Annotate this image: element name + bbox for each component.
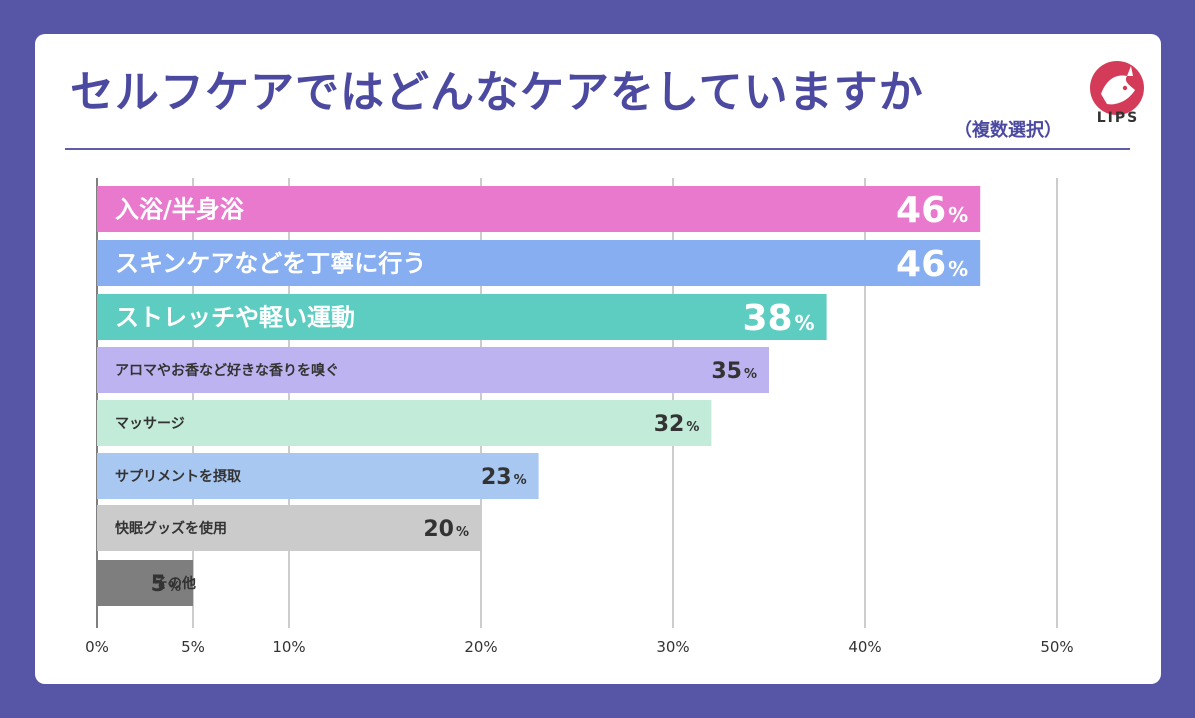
category-label: 快眠グッズを使用	[115, 520, 227, 537]
data-label: 23%	[481, 465, 527, 490]
deer-logo-icon	[1090, 61, 1144, 115]
x-tick-label: 30%	[656, 638, 689, 656]
data-label: 35%	[711, 359, 757, 384]
data-label: 46%	[896, 190, 968, 231]
category-label: ストレッチや軽い運動	[115, 304, 355, 332]
data-label: 32%	[654, 412, 700, 437]
category-label: サプリメントを摂取	[115, 468, 242, 485]
x-tick-label: 10%	[272, 638, 305, 656]
bar	[97, 453, 539, 499]
bar	[97, 347, 769, 393]
title-divider	[65, 148, 1130, 150]
chart-subtitle: （複数選択）	[954, 120, 1062, 141]
data-label: 38%	[742, 298, 814, 339]
data-label-value: 23	[481, 465, 512, 490]
x-tick-label: 20%	[464, 638, 497, 656]
data-label: 5%	[151, 572, 181, 597]
data-label-value: 20	[423, 517, 454, 542]
category-label: アロマやお香など好きな香りを嗅ぐ	[115, 362, 339, 379]
data-label-value: 46	[896, 244, 946, 285]
data-label-unit: %	[795, 311, 815, 335]
bar	[97, 294, 827, 340]
logo-text: LIPS	[1096, 110, 1140, 126]
x-tick-label: 40%	[848, 638, 881, 656]
data-label: 20%	[423, 517, 469, 542]
data-label-value: 32	[654, 412, 685, 437]
data-label-unit: %	[456, 525, 469, 540]
bar	[97, 186, 981, 232]
data-label: 46%	[896, 244, 968, 285]
chart-title: セルフケアではどんなケアをしていますか	[70, 67, 924, 118]
data-label-value: 38	[742, 298, 792, 339]
data-label-unit: %	[514, 473, 527, 488]
x-tick-label: 50%	[1040, 638, 1073, 656]
data-label-unit: %	[948, 257, 968, 281]
bar	[97, 505, 481, 551]
x-tick-label: 0%	[85, 638, 109, 656]
category-label: マッサージ	[115, 416, 185, 432]
data-label-value: 46	[896, 190, 946, 231]
data-label-value: 35	[711, 359, 742, 384]
data-label-value: 5	[151, 572, 166, 597]
category-label: スキンケアなどを丁寧に行う	[115, 250, 426, 278]
bar	[97, 240, 981, 286]
data-label-unit: %	[686, 420, 699, 435]
data-label-unit: %	[948, 203, 968, 227]
category-label: その他	[154, 575, 196, 592]
x-tick-label: 5%	[181, 638, 205, 656]
data-label-unit: %	[744, 367, 757, 382]
bar	[97, 560, 193, 606]
category-label: 入浴/半身浴	[115, 196, 245, 224]
bar	[97, 400, 712, 446]
data-label-unit: %	[168, 580, 181, 595]
